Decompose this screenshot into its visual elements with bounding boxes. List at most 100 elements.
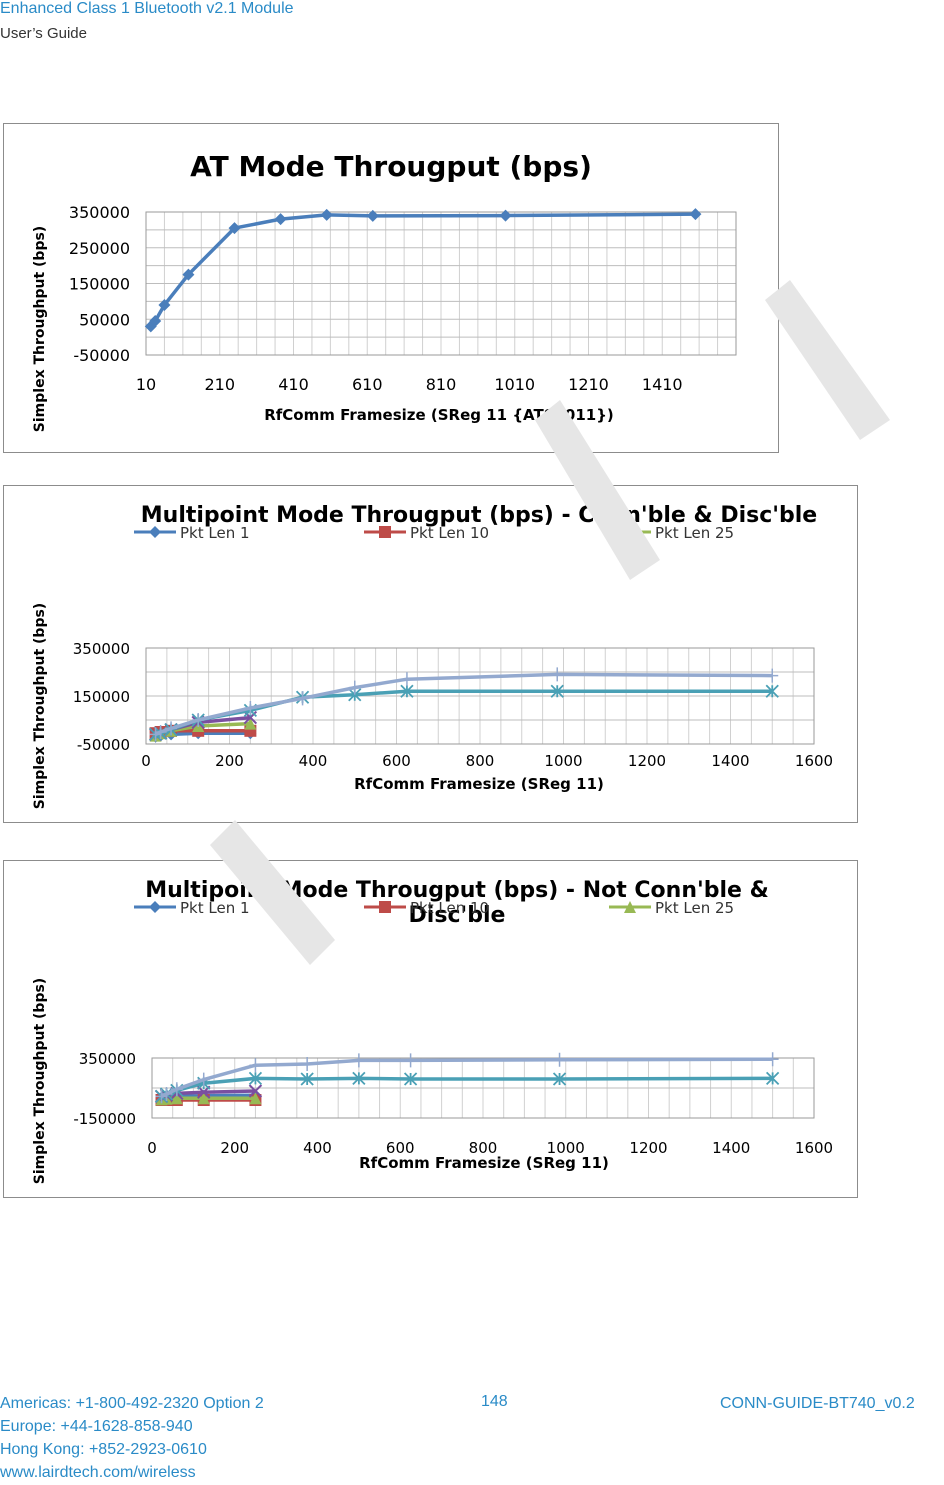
data-point [404,1053,417,1068]
chart-grid [151,1057,815,1119]
legend-entry: Pkt Len 25 [609,899,734,917]
legend-label: Pkt Len 25 [655,524,734,542]
data-point [403,1072,418,1086]
x-axis-label: RfComm Framesize (SReg 11) [354,775,604,793]
data-point [766,668,779,683]
x-tick-label: 410 [278,375,309,394]
y-tick-label: 350000 [79,1050,136,1068]
data-point [197,1092,210,1105]
data-point [158,298,171,311]
legend-marker [149,526,161,538]
chart-multipoint-not-connectable: Multipoint Mode Througput (bps) - Not Co… [3,860,858,1198]
x-tick-label: 1000 [547,1139,585,1157]
data-point [170,1082,183,1097]
x-tick-label: 800 [469,1139,498,1157]
chart-at-mode: AT Mode Througput (bps) 350000 250000 15000… [3,123,779,453]
data-point [149,315,162,328]
legend-label: Pkt Len 1 [180,524,250,542]
legend-label: Pkt Len 10 [410,524,489,542]
data-point [249,1058,262,1073]
data-point [765,1071,780,1086]
data-point [296,691,309,706]
x-tick-label: 1200 [628,752,666,770]
legend-marker [624,901,636,913]
x-axis-label: RfComm Framesize (SReg 11) [359,1154,609,1172]
footer-website-link[interactable]: www.lairdtech.com/wireless [0,1464,196,1481]
data-point [348,680,361,695]
legend-entry: Pkt Len 10 [364,899,489,917]
x-tick-label: 1010 [494,375,535,394]
x-tick-label: 600 [386,1139,415,1157]
x-tick-label: 1000 [544,752,582,770]
footer-contact-europe: Europe: +44-1628-858-940 [0,1418,193,1435]
data-point [155,1089,168,1104]
series-5 [149,667,779,742]
data-point [248,1084,263,1098]
x-tick-label: 1410 [642,375,683,394]
y-axis-label: Simplex Throughput (bps) [32,603,48,809]
page-number: 148 [481,1393,508,1410]
y-tick-label: 50000 [79,310,130,329]
data-point [352,1071,366,1086]
data-point [550,684,564,698]
x-tick-label: 610 [352,375,383,394]
x-tick-label: 800 [466,752,495,770]
data-point [689,208,702,221]
document-id: CONN-GUIDE-BT740_v0.2 [720,1395,915,1412]
data-point [160,1087,173,1101]
data-point [197,1072,210,1087]
x-tick-label: 810 [426,375,457,394]
data-point [366,209,379,222]
legend-label: Pkt Len 25 [655,899,734,917]
data-point [400,684,414,698]
data-point [553,1052,566,1067]
series-line [160,1057,773,1098]
x-tick-label: 400 [299,752,328,770]
document-subtitle: User’s Guide [0,25,87,42]
y-tick-label: 350000 [73,640,130,658]
chart-title-line-2: Disc'ble [409,903,506,928]
x-tick-label: 1600 [795,752,833,770]
data-point [300,1072,314,1086]
y-tick-label: -50000 [73,346,130,365]
legend-label: Pkt Len 10 [410,899,489,917]
data-point [244,701,257,715]
x-tick-label: 0 [147,1139,157,1157]
series-0 [144,208,702,333]
y-axis-label: Simplex Throughput (bps) [32,226,48,432]
x-tick-label: 10 [136,375,156,394]
series-5 [155,1052,779,1104]
data-point [244,717,257,730]
x-tick-label: 1210 [568,375,609,394]
x-tick-label: 1600 [795,1139,833,1157]
footer-contact-americas: Americas: +1-800-492-2320 Option 2 [0,1395,264,1412]
data-point [765,684,779,698]
chart-grid [145,211,737,356]
data-point [499,209,512,222]
data-point [149,727,162,742]
series-line [154,672,773,736]
x-tick-label: 1200 [629,1139,667,1157]
y-tick-label: -50000 [77,736,130,754]
legend-label: Pkt Len 1 [180,899,250,917]
data-point [182,268,195,281]
x-tick-label: 200 [220,1139,249,1157]
y-tick-label: 350000 [69,203,130,222]
data-point [165,721,178,736]
y-tick-label: -150000 [73,1110,136,1128]
x-axis-label: RfComm Framesize (SReg 11 {ATS9011}) [264,406,614,424]
legend-entry: Pkt Len 1 [134,524,250,542]
y-tick-label: 250000 [69,239,130,258]
legend-marker [379,526,391,538]
legend-marker [379,901,391,913]
data-point [274,213,287,226]
data-point [400,672,413,687]
legend-marker [149,901,161,913]
x-tick-label: 210 [204,375,235,394]
footer-contact-hongkong: Hong Kong: +852-2923-0610 [0,1441,207,1458]
data-point [301,1057,314,1071]
data-point [320,208,333,221]
data-point [154,725,167,739]
x-tick-label: 0 [141,752,151,770]
chart-title: AT Mode Througput (bps) [190,150,592,183]
